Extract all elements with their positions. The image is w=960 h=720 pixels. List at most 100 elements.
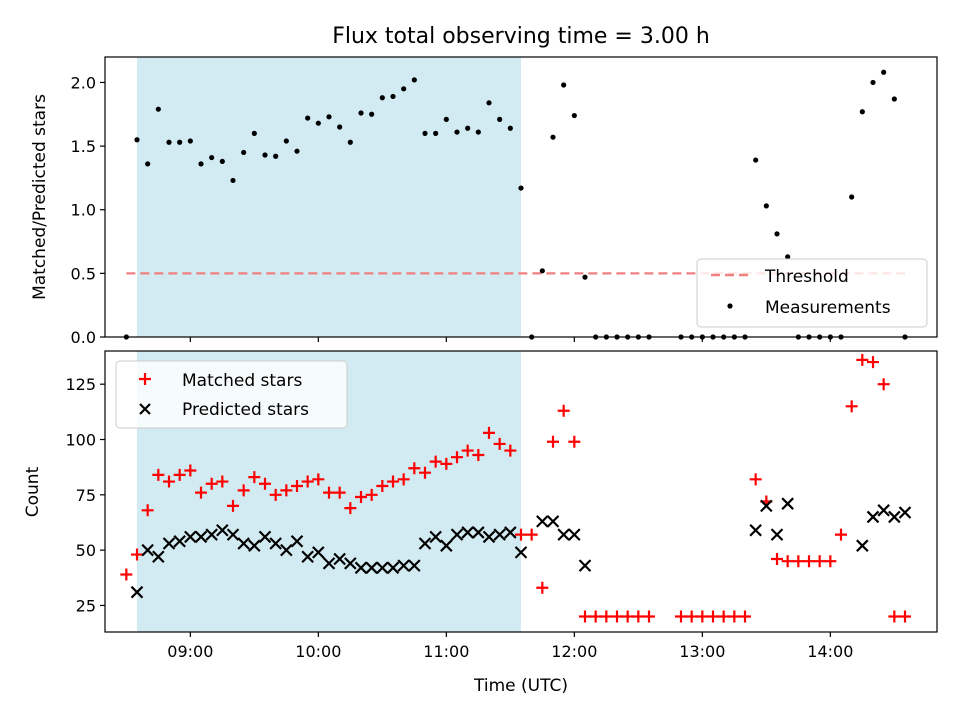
matched-point xyxy=(493,437,506,450)
matched-point xyxy=(611,610,623,623)
predicted-point xyxy=(312,546,325,559)
predicted-point xyxy=(141,543,154,557)
measurement-point xyxy=(251,130,257,136)
matched-point xyxy=(547,435,559,448)
bottom-panel: 25 50 75 100 125 09:00 10:00 11:00 12:00 13:00 14… xyxy=(23,350,938,696)
threshold-legend-label: Threshold xyxy=(764,267,849,287)
matched-point xyxy=(792,555,805,568)
matched-point xyxy=(397,473,410,486)
matched-point xyxy=(589,610,602,623)
measurement-point xyxy=(315,120,321,126)
measurement-point xyxy=(401,86,407,92)
measurement-point xyxy=(507,125,513,131)
measurement-point xyxy=(219,158,225,164)
matched-point xyxy=(237,484,250,497)
predicted-point xyxy=(162,537,176,550)
matched-legend-swatch xyxy=(139,373,151,385)
predicted-point xyxy=(130,585,144,599)
predicted-point xyxy=(760,499,773,513)
matched-point xyxy=(835,528,847,541)
matched-point xyxy=(803,555,815,568)
measurement-point xyxy=(582,274,588,280)
measurement-point xyxy=(454,129,460,135)
predicted-point xyxy=(376,561,389,575)
predicted-point xyxy=(504,526,517,539)
matched-point xyxy=(163,475,175,488)
measurement-point xyxy=(870,79,876,86)
predicted-point xyxy=(216,523,229,537)
measurement-point xyxy=(358,110,364,116)
measurement-point xyxy=(550,134,556,140)
matched-point xyxy=(696,610,709,623)
predicted-point xyxy=(280,543,293,557)
measurement-point xyxy=(881,69,887,75)
predicted-point xyxy=(856,539,869,552)
measurement-point xyxy=(465,125,471,131)
bottom-xtick-label: 11:00 xyxy=(423,642,469,661)
bottom-plot-frame xyxy=(104,350,938,633)
matched-point xyxy=(685,610,698,623)
measurement-point xyxy=(443,116,449,122)
matched-point xyxy=(141,504,154,517)
matched-point xyxy=(621,610,634,623)
measurement-point xyxy=(433,130,439,136)
matched-point xyxy=(824,555,837,568)
matched-point xyxy=(856,353,869,366)
predicted-point xyxy=(205,528,218,541)
predicted-point xyxy=(749,523,762,537)
matched-legend-label: Matched stars xyxy=(182,371,302,391)
predicted-point xyxy=(440,539,453,552)
measurement-point xyxy=(390,93,396,100)
measurement-point xyxy=(273,153,279,159)
bottom-xtick-label: 09:00 xyxy=(167,642,213,661)
measurement-point xyxy=(571,112,577,119)
matched-point xyxy=(355,491,367,504)
predicted-point xyxy=(429,530,442,544)
predicted-point xyxy=(258,530,272,544)
bottom-ytick-label: 125 xyxy=(65,375,96,394)
matched-point xyxy=(771,552,783,565)
bottom-xtick-label: 13:00 xyxy=(679,642,725,661)
measurement-point xyxy=(859,109,865,115)
matched-point xyxy=(408,462,421,475)
measurement-point xyxy=(475,129,481,135)
measurement-point xyxy=(785,254,791,260)
top-xaxis-ticks xyxy=(189,337,831,342)
matched-point xyxy=(888,610,901,623)
matched-point xyxy=(152,468,165,481)
predicted-point xyxy=(770,528,784,541)
measurement-point xyxy=(326,114,332,120)
matched-point xyxy=(333,486,346,499)
matched-point xyxy=(280,484,293,497)
top-y-axis-label: Matched/Predicted stars xyxy=(30,94,50,300)
measurement-point xyxy=(198,161,204,167)
predicted-point xyxy=(269,537,282,550)
predicted-legend-label: Predicted stars xyxy=(182,400,309,420)
measurement-point xyxy=(774,231,780,237)
bottom-y-axis-label: Count xyxy=(23,466,43,517)
measurement-point xyxy=(891,96,897,102)
matched-point xyxy=(525,528,538,541)
matched-point xyxy=(557,404,570,417)
matched-point xyxy=(749,473,762,486)
predicted-point xyxy=(418,537,432,550)
top-shaded-interval xyxy=(137,57,521,337)
predicted-point xyxy=(866,510,880,524)
measurement-point xyxy=(241,149,247,156)
matched-point xyxy=(877,378,890,391)
matched-point xyxy=(781,555,794,568)
matched-point xyxy=(131,548,143,561)
measurement-point xyxy=(379,95,385,101)
predicted-point xyxy=(237,537,250,550)
matched-point xyxy=(867,356,879,369)
predicted-point xyxy=(461,526,474,539)
predicted-point xyxy=(397,559,410,572)
measurement-point xyxy=(486,100,492,106)
predicted-point xyxy=(568,528,581,541)
predicted-point xyxy=(333,552,346,566)
predicted-point xyxy=(248,539,261,552)
bottom-xaxis-ticks: 09:00 10:00 11:00 12:00 13:00 14:00 xyxy=(167,632,853,661)
bottom-points-layer xyxy=(120,353,912,623)
predicted-point xyxy=(450,528,464,541)
